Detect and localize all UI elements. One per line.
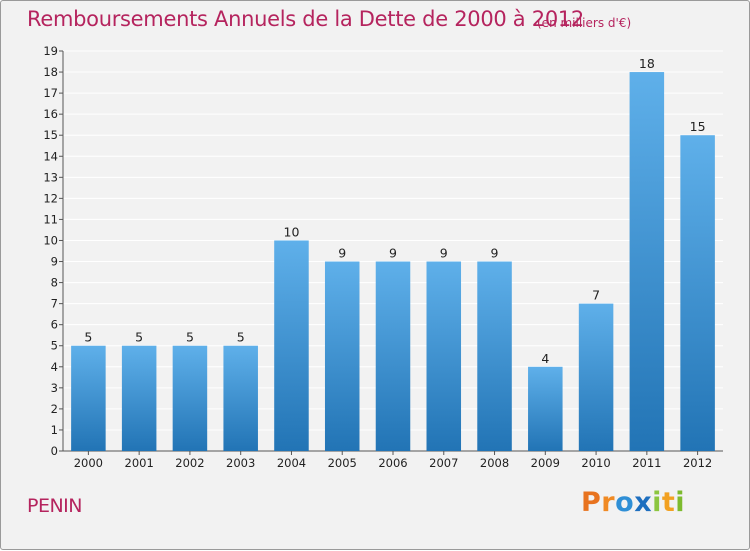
bar-2003 [223,345,258,451]
value-label: 5 [186,330,194,345]
value-label: 5 [84,330,92,345]
x-tick-label: 2006 [378,456,407,470]
bar-2008 [477,261,512,451]
x-tick-label: 2009 [531,456,560,470]
y-tick-label: 13 [43,170,58,184]
value-label: 18 [639,56,655,71]
y-tick-label: 11 [43,212,58,226]
place-name: PENIN [27,495,83,517]
y-tick-label: 4 [51,360,58,374]
value-label: 10 [284,224,300,239]
bar-2012 [680,135,715,452]
value-label: 9 [338,246,346,261]
y-tick-label: 17 [43,86,58,100]
x-tick-label: 2001 [125,456,154,470]
y-tick-label: 2 [51,402,58,416]
x-tick-label: 2002 [175,456,204,470]
value-label: 5 [237,330,245,345]
logo-letter: t [661,487,676,518]
bars [71,72,715,452]
x-tick-label: 2008 [480,456,509,470]
logo-letter: x [634,487,653,518]
bar-2011 [629,72,665,451]
value-label: 9 [491,246,499,261]
logo-letter: r [601,487,616,518]
bar-2010 [578,303,614,451]
bar-2007 [426,261,462,451]
y-tick-label: 1 [51,423,58,437]
y-tick-label: 6 [51,318,58,332]
x-tick-label: 2003 [226,456,255,470]
y-tick-label: 8 [51,276,58,290]
y-tick-label: 0 [51,444,58,458]
y-tick-label: 18 [43,65,58,79]
chart-title: Remboursements Annuels de la Dette de 20… [27,7,584,31]
y-tick-label: 7 [51,297,58,311]
bar-2004 [274,240,309,451]
value-label: 9 [440,246,448,261]
x-tick-label: 2012 [683,456,712,470]
bar-2001 [121,345,157,451]
y-tick-label: 19 [43,44,58,58]
labels: 2000 5 2001 5 2002 5 2003 5 2004 10 2005 9 2006 9 2007… [74,56,713,470]
x-tick-label: 2000 [74,456,103,470]
y-tick-label: 12 [43,191,58,205]
proxiti-logo[interactable]: Proxiti [581,487,685,518]
x-tick-label: 2007 [429,456,458,470]
x-tick-label: 2005 [328,456,357,470]
bar-2000 [71,345,106,451]
value-label: 5 [135,330,143,345]
logo-letter: i [652,487,662,518]
value-label: 4 [541,351,549,366]
bar-2006 [375,261,411,451]
value-label: 9 [389,246,397,261]
x-tick-label: 2004 [277,456,306,470]
value-label: 7 [592,288,600,303]
logo-letter: i [675,487,686,518]
y-tick-label: 5 [51,339,58,353]
bar-2005 [324,261,360,451]
y-tick-label: 15 [43,128,58,142]
bar-2009 [528,366,563,451]
y-tick-label: 9 [51,255,58,269]
bar-2002 [172,345,208,451]
y-tick-label: 3 [51,381,58,395]
x-tick-label: 2010 [581,456,610,470]
y-tick-label: 16 [43,107,58,121]
logo-letter: P [581,487,602,518]
x-tick-label: 2011 [632,456,661,470]
unit-note: (en milliers d'€) [537,16,632,30]
value-label: 15 [690,119,706,134]
y-tick-label: 10 [43,233,58,247]
logo-letter: o [615,487,635,518]
y-tick-label: 14 [43,149,58,163]
